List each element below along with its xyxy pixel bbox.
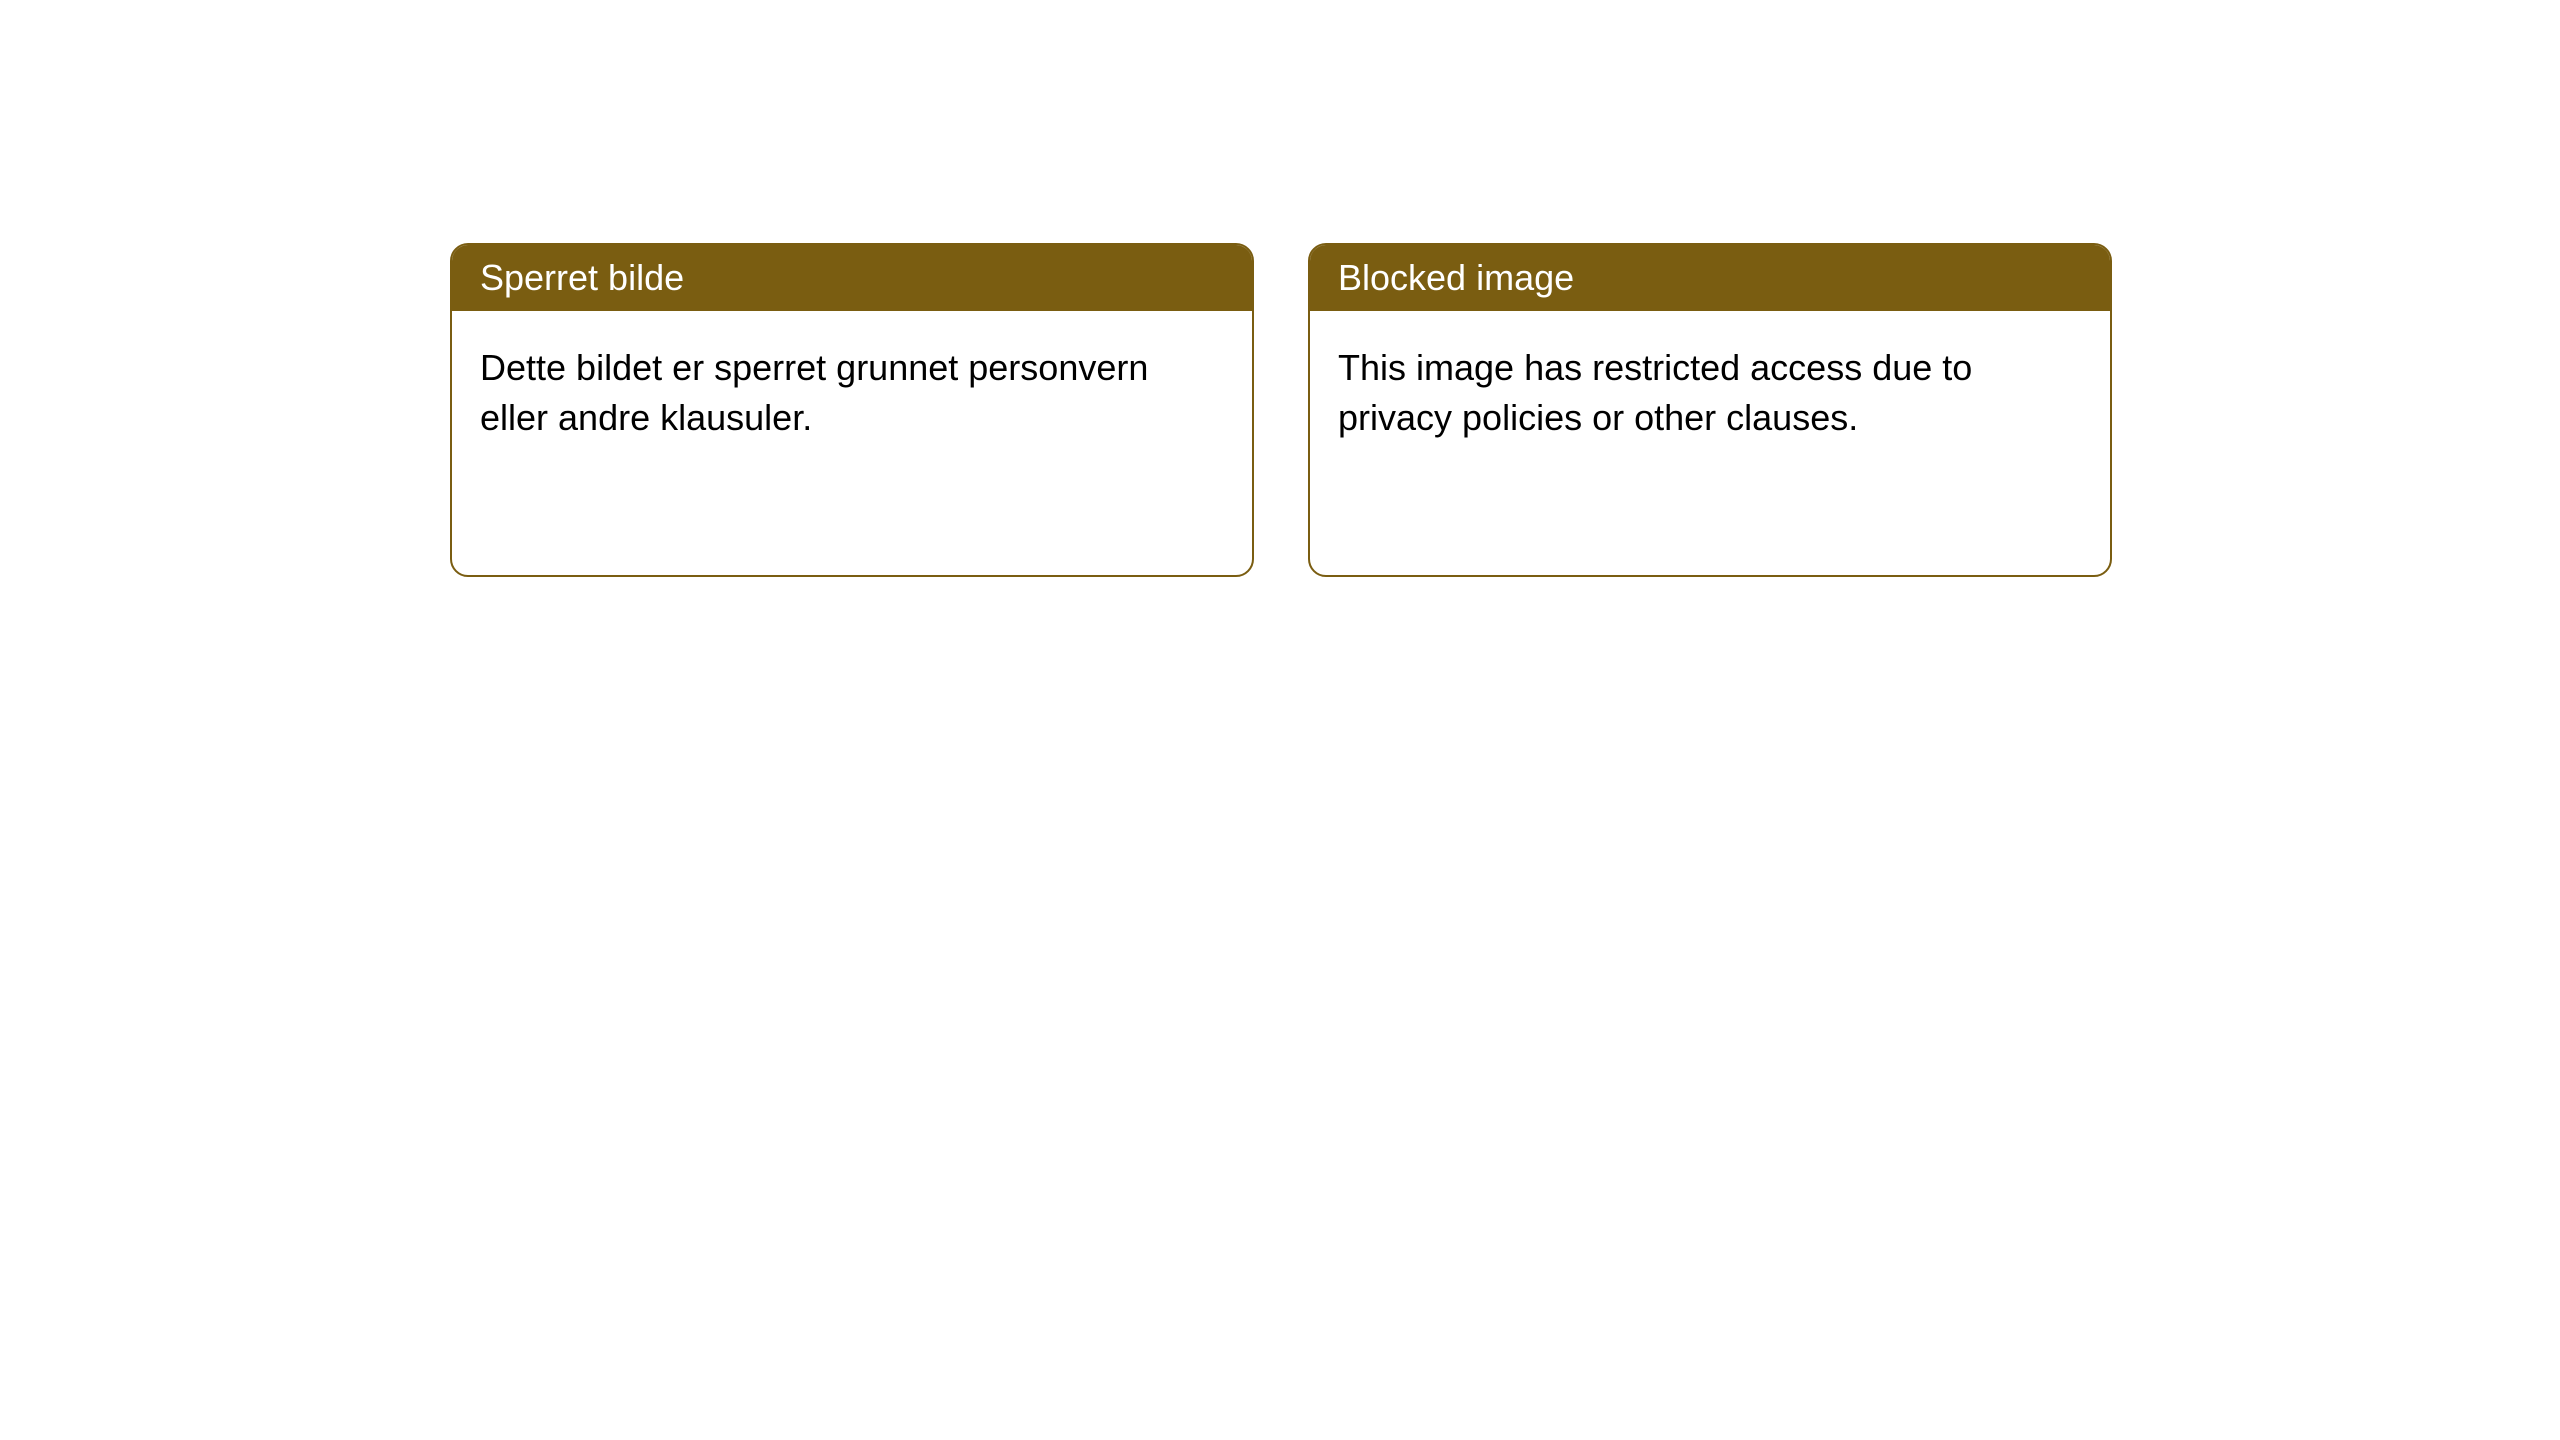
card-header: Sperret bilde [452, 245, 1252, 311]
card-body: This image has restricted access due to … [1310, 311, 2110, 476]
card-message: This image has restricted access due to … [1338, 347, 1972, 438]
notice-cards-container: Sperret bilde Dette bildet er sperret gr… [450, 243, 2112, 577]
card-title: Blocked image [1338, 257, 1574, 298]
card-message: Dette bildet er sperret grunnet personve… [480, 347, 1148, 438]
notice-card-english: Blocked image This image has restricted … [1308, 243, 2112, 577]
card-header: Blocked image [1310, 245, 2110, 311]
card-body: Dette bildet er sperret grunnet personve… [452, 311, 1252, 476]
card-title: Sperret bilde [480, 257, 684, 298]
notice-card-norwegian: Sperret bilde Dette bildet er sperret gr… [450, 243, 1254, 577]
